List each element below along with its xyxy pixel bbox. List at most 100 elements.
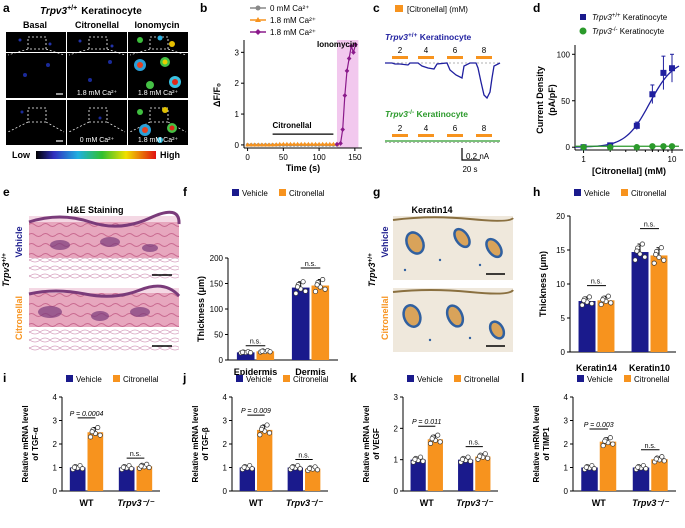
panel-i: i Vehicle Citronellal 0 1 2 3 4 Relative mRNA le… — [3, 371, 160, 508]
bar-l-ytick-label: 1 — [564, 464, 569, 473]
c-ko-conc-4: 4 — [424, 124, 429, 133]
bar-f-datapoint — [302, 288, 309, 294]
bar-i-ylabel: Relative mRNA level — [21, 405, 30, 482]
g-side-label: Trpv3+/+ — [367, 253, 377, 287]
d-wt-point — [660, 69, 667, 76]
bar-f-ytick-label: 0 — [219, 356, 224, 365]
panel-d: d Trpv3+/+ Keratinocyte Trpv3-/- Keratin… — [533, 1, 683, 176]
col-ionomycin: Ionomycin — [134, 20, 179, 30]
bar-f-sig-label: n.s. — [250, 339, 261, 346]
b-point — [270, 142, 275, 147]
panel-f-letter: f — [183, 185, 188, 199]
e-title: H&E Staining — [66, 205, 123, 215]
d-wt-point — [649, 91, 656, 98]
bar-l-datapoint — [610, 441, 616, 447]
c-ko-conc-labels: 2 4 6 8 — [398, 124, 487, 133]
e-row-vehicle: Vehicle — [14, 226, 24, 257]
b-point — [256, 142, 261, 147]
bar-k-vehicle-0 — [410, 459, 426, 491]
b-point — [323, 141, 329, 146]
bar-k-citronellal-1 — [475, 456, 491, 491]
bar-j-datapoint — [257, 432, 263, 438]
bar-k-ylabel2: of VEGF — [372, 428, 381, 460]
legend-citronellal: Citronellal — [293, 375, 329, 384]
b-ytick-label: 1 — [235, 110, 240, 119]
bar-f-datapoint — [294, 284, 301, 290]
b-ytick-label: 0 — [235, 141, 240, 150]
bar-j-datapoint — [264, 422, 270, 428]
bar-f-ytick-label: 200 — [210, 254, 224, 263]
c-ko-application-bars — [392, 134, 492, 137]
b-xtick-label: 100 — [312, 153, 326, 162]
panel-b-legend: 0 mM Ca²⁺ 1.8 mM Ca²⁺ 1.8 mM Ca²⁺ — [250, 4, 316, 37]
bar-f-datapoint — [322, 286, 328, 292]
legend-vehicle: Vehicle — [417, 375, 443, 384]
c-ko-conc-2: 2 — [398, 124, 403, 133]
bar-i-datapoint — [71, 464, 78, 470]
bar-h-ytick-label: 20 — [556, 212, 565, 221]
bar-f-citronellal-1 — [311, 285, 330, 360]
b-point — [252, 142, 258, 147]
bar-h-datapoint — [605, 293, 611, 299]
panel-a-title: Trpv3+/+ Keratinocyte — [40, 5, 142, 17]
d-xtick-label: 10 — [668, 155, 677, 164]
b-ytick-label: 2 — [235, 79, 240, 88]
bar-i-datapoint — [120, 464, 127, 470]
d-ko-point — [660, 143, 667, 150]
d-y-label: Current Density — [535, 66, 545, 134]
row1-ca-ionomycin: 1.8 mM Ca²⁺ — [138, 90, 179, 97]
bar-h-datapoint — [586, 294, 592, 300]
b-citronellal-annotation: Citronellal — [272, 121, 311, 130]
d-legend-ko-marker — [579, 27, 587, 35]
bar-l-datapoint — [607, 435, 613, 441]
b-point — [348, 43, 354, 49]
bar-h-sig-label: n.s. — [644, 222, 655, 229]
bar-k-citronellal-0 — [427, 439, 443, 491]
bar-k-datapoint — [435, 432, 441, 438]
bar-l-datapoint — [600, 443, 606, 449]
bar-l-sig-label: P = 0.003 — [584, 422, 614, 429]
bar-i-datapoint — [138, 463, 144, 469]
legend-vehicle-swatch — [232, 189, 239, 196]
panel-e-letter: e — [3, 185, 10, 199]
bar-j-citronellal-1 — [305, 468, 321, 491]
legend-ionomycin-ca: 1.8 mM Ca²⁺ — [270, 28, 316, 37]
d-xtick-label: 1 — [581, 155, 586, 164]
bar-k-datapoint — [417, 454, 424, 460]
bar-j-datapoint — [314, 467, 321, 473]
bar-k-category-label: Trpv3⁻/⁻ — [456, 498, 494, 508]
bar-j-vehicle-0 — [239, 467, 255, 491]
bar-k-vehicle-1 — [458, 459, 474, 491]
ihc-image-citronellal — [392, 288, 514, 352]
d-ko-point — [606, 144, 614, 151]
bar-l-datapoint — [583, 464, 589, 470]
legend-citronellal: Citronellal — [123, 375, 159, 384]
bar-h-datapoint — [651, 260, 657, 266]
c-wt-conc-8: 8 — [482, 46, 487, 55]
b-point — [320, 141, 325, 146]
bar-k-datapoint — [427, 440, 434, 446]
bar-f-datapoint — [259, 348, 265, 354]
b-point — [295, 141, 300, 146]
bar-l-ytick-label: 4 — [564, 393, 569, 402]
bar-i-ylabel2: of TGF-α — [31, 427, 40, 460]
legend-vehicle: Vehicle — [584, 189, 610, 198]
b-point — [316, 141, 322, 146]
bar-i-citronellal-0 — [87, 432, 104, 491]
b-point — [302, 141, 308, 146]
bar-l-datapoint — [661, 458, 667, 464]
bar-j-ytick-label: 3 — [223, 417, 228, 426]
bar-f-sig-label: n.s. — [305, 261, 316, 268]
c-wt-conc-4: 4 — [424, 46, 429, 55]
bar-l-sig-label: n.s. — [645, 443, 656, 450]
legend-citronellal-swatch — [621, 189, 628, 196]
row2-ca-citronellal: 0 mM Ca²⁺ — [80, 137, 115, 144]
legend-ca: 1.8 mM Ca²⁺ — [270, 16, 316, 25]
b-point — [338, 140, 343, 146]
bar-l-vehicle-1 — [632, 467, 650, 491]
panel-d-letter: d — [533, 1, 540, 15]
legend-vehicle: Vehicle — [587, 375, 613, 384]
panel-b: b 0 mM Ca²⁺ 1.8 mM Ca²⁺ 1.8 mM Ca²⁺ 0 50 1… — [200, 1, 362, 173]
